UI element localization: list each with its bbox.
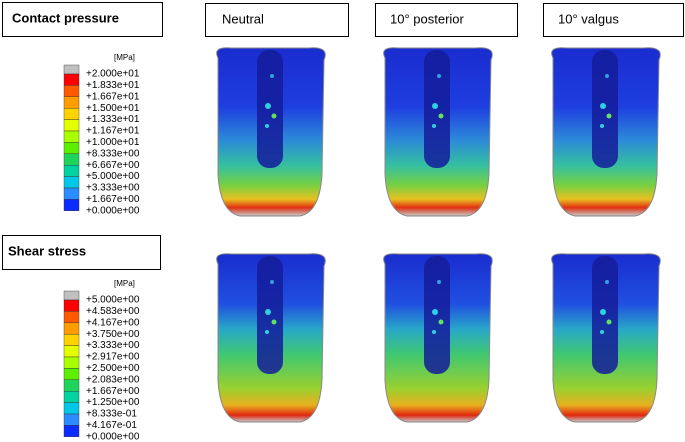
legend-swatch	[63, 107, 80, 120]
legend-swatch	[63, 413, 80, 426]
column-box	[375, 3, 518, 37]
legend-label: +0.000e+00	[86, 205, 140, 216]
legend-unit: [MPa]	[114, 279, 135, 288]
title-box	[2, 2, 163, 37]
legend-swatch	[63, 85, 80, 98]
column-title: Neutral	[222, 11, 264, 26]
legend-swatch	[63, 142, 80, 154]
legend-label: +5.000e+00	[86, 171, 140, 182]
legend-label: +2.000e+01	[86, 69, 140, 80]
legend-swatch	[63, 402, 80, 415]
contour-plot	[551, 253, 661, 423]
legend-label: +1.000e+01	[86, 137, 140, 148]
legend-swatch	[63, 119, 80, 132]
legend-label: +1.333e+01	[86, 114, 140, 125]
legend-label: +8.333e+00	[86, 148, 140, 159]
legend-swatch	[63, 199, 80, 211]
legend-swatch	[63, 164, 80, 177]
legend-swatch	[63, 64, 80, 75]
legend-swatch	[63, 425, 80, 437]
legend-label: +4.167e+00	[86, 317, 140, 328]
legend-label: +2.500e+00	[86, 363, 140, 374]
legend-swatch	[63, 379, 80, 392]
legend-swatch	[63, 187, 80, 200]
legend-label: +1.250e+00	[86, 397, 140, 408]
legend-label: +1.667e+00	[86, 386, 140, 397]
contour-plot	[216, 47, 326, 217]
legend-label: +4.167e-01	[86, 420, 137, 431]
title-box	[2, 235, 161, 270]
column-box	[543, 3, 684, 37]
legend-label: +1.667e+00	[86, 194, 140, 205]
legend-swatch	[63, 73, 80, 86]
legend-label: +6.667e+00	[86, 160, 140, 171]
legend-swatch	[63, 290, 80, 301]
contour-plot	[383, 253, 493, 423]
row-title: Contact pressure	[12, 10, 119, 25]
legend-label: +2.917e+00	[86, 352, 140, 363]
legend-swatch	[63, 368, 80, 380]
legend-swatch	[63, 299, 80, 312]
legend-swatch	[63, 311, 80, 323]
column-title: 10° valgus	[558, 11, 619, 26]
legend-swatch	[63, 130, 80, 143]
legend-swatch	[63, 345, 80, 358]
legend-label: +2.083e+00	[86, 374, 140, 385]
legend-label: +8.333e-01	[86, 409, 137, 420]
legend-swatch	[63, 96, 80, 109]
legend-swatch	[63, 153, 80, 166]
legend-unit: [MPa]	[114, 53, 135, 62]
legend-swatch	[63, 176, 80, 189]
legend-label: +1.500e+01	[86, 103, 140, 114]
row-title: Shear stress	[8, 243, 86, 258]
column-box	[205, 3, 349, 37]
legend-label: +1.167e+01	[86, 126, 140, 137]
legend-label: +3.333e+00	[86, 340, 140, 351]
legend-label: +4.583e+00	[86, 306, 140, 317]
legend-label: +1.667e+01	[86, 91, 140, 102]
legend-label: +3.333e+00	[86, 183, 140, 194]
contour-plot	[383, 47, 493, 217]
legend-swatch	[63, 391, 80, 403]
legend-label: +1.833e+01	[86, 80, 140, 91]
contour-plot	[551, 47, 661, 217]
legend-label: +0.000e+00	[86, 431, 140, 442]
legend-swatch	[63, 356, 80, 369]
contour-plot	[216, 253, 326, 423]
legend-swatch	[63, 334, 80, 346]
legend-swatch	[63, 322, 80, 335]
contours	[216, 47, 661, 423]
legend-label: +5.000e+00	[86, 295, 140, 306]
legend-label: +3.750e+00	[86, 329, 140, 340]
column-title: 10° posterior	[390, 11, 465, 26]
